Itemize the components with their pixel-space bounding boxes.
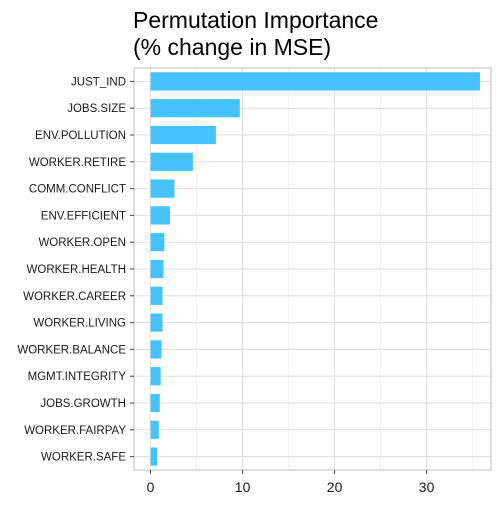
bar-worker-open: [150, 233, 165, 252]
category-label: JUST_IND: [71, 76, 126, 88]
x-axis-ticks: 0 10 20 30: [147, 470, 435, 495]
category-label: COMM.CONFLICT: [29, 184, 126, 196]
bar-env-efficient: [150, 206, 170, 225]
category-labels: JUST_IND JOBS.SIZE ENV.POLLUTION WORKER.RET…: [17, 76, 134, 464]
category-label: JOBS.SIZE: [67, 103, 126, 115]
category-label: WORKER.RETIRE: [29, 157, 126, 169]
chart-title-line-2: (% change in MSE): [133, 34, 331, 60]
bar-worker-fairpay: [150, 420, 159, 439]
bar-worker-career: [150, 286, 163, 305]
category-label: WORKER.CAREER: [23, 291, 126, 303]
bar-comm-conflict: [150, 179, 175, 198]
category-label: ENV.POLLUTION: [35, 130, 126, 142]
bar-worker-health: [150, 259, 164, 279]
bar-env-pollution: [150, 125, 216, 145]
category-label: WORKER.SAFE: [41, 452, 126, 464]
x-tick-label: 30: [419, 479, 435, 495]
bar-just-ind: [150, 72, 480, 91]
bar-mgmt-integrity: [150, 367, 161, 386]
category-label: WORKER.BALANCE: [17, 344, 126, 356]
category-label: WORKER.OPEN: [38, 237, 126, 249]
bar-worker-living: [150, 313, 163, 332]
x-tick-label: 10: [235, 479, 251, 495]
bar-layer: [150, 72, 480, 466]
category-label: MGMT.INTEGRITY: [28, 371, 127, 383]
bar-worker-safe: [150, 447, 158, 466]
x-tick-label: 20: [327, 479, 343, 495]
category-label: WORKER.HEALTH: [27, 264, 126, 276]
bar-worker-balance: [150, 340, 162, 359]
x-tick-label: 0: [147, 479, 155, 495]
category-label: ENV.EFFICIENT: [41, 210, 126, 222]
bar-jobs-size: [150, 99, 240, 118]
bar-jobs-growth: [150, 393, 160, 413]
chart-title-line-1: Permutation Importance: [133, 7, 378, 33]
category-label: WORKER.FAIRPAY: [24, 425, 126, 437]
category-label: WORKER.LIVING: [33, 318, 126, 330]
bar-worker-retire: [150, 152, 193, 171]
category-label: JOBS.GROWTH: [40, 398, 126, 410]
